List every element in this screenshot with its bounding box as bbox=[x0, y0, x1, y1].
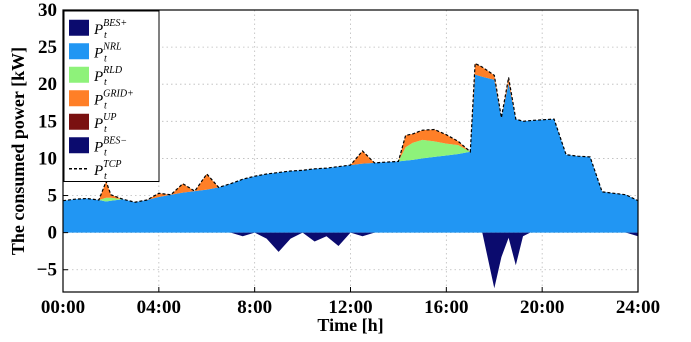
legend-sub-5: t bbox=[104, 147, 107, 158]
legend-sub-0: t bbox=[104, 30, 107, 41]
x-tick-label-6: 24:00 bbox=[616, 297, 660, 318]
legend-sub-3: t bbox=[104, 100, 107, 111]
legend-label-2: PRLD bbox=[93, 65, 123, 85]
legend-sub-6: t bbox=[104, 171, 107, 182]
legend-label-1: PNRL bbox=[93, 41, 122, 61]
legend-swatch-4 bbox=[69, 113, 89, 130]
legend-sub-4: t bbox=[104, 124, 107, 135]
area-series-5 bbox=[63, 232, 638, 289]
legend-sub-2: t bbox=[104, 77, 107, 88]
legend-swatch-5 bbox=[69, 137, 89, 154]
legend-label-4: PUP bbox=[93, 112, 117, 132]
legend-sub-1: t bbox=[104, 53, 107, 64]
legend-swatch-2 bbox=[69, 66, 89, 83]
area-series-1 bbox=[63, 74, 638, 233]
legend-swatch-1 bbox=[69, 43, 89, 60]
x-tick-label-5: 20:00 bbox=[520, 297, 564, 318]
x-tick-label-4: 16:00 bbox=[424, 297, 468, 318]
x-axis-ticks: 00:00 04:00 8:00 12:00 16:00 20:00 24:00 bbox=[41, 287, 660, 318]
legend-swatch-3 bbox=[69, 90, 89, 107]
x-tick-label-2: 8:00 bbox=[237, 297, 272, 318]
legend-label-6: PTCP bbox=[93, 159, 122, 179]
y-axis-ticks: −5 0 5 10 15 20 25 30 bbox=[37, 0, 68, 281]
legend-label-3: PGRID+ bbox=[93, 88, 134, 108]
area-series bbox=[63, 63, 638, 289]
x-tick-label-3: 12:00 bbox=[328, 297, 372, 318]
legend-label-5: PBES− bbox=[93, 135, 127, 155]
y-tick-label-3: 10 bbox=[38, 148, 57, 169]
y-axis-title: The consumed power [kW] bbox=[8, 47, 28, 255]
y-tick-label-4: 15 bbox=[38, 111, 57, 132]
x-tick-label-1: 04:00 bbox=[137, 297, 181, 318]
y-tick-label-5: 20 bbox=[38, 74, 57, 95]
x-axis-title: Time [h] bbox=[317, 315, 383, 335]
legend-label-0: PBES+ bbox=[93, 18, 127, 38]
x-tick-label-0: 00:00 bbox=[41, 297, 85, 318]
legend-swatch-0 bbox=[69, 19, 89, 36]
y-tick-label-7: 30 bbox=[38, 0, 57, 21]
y-tick-label-2: 5 bbox=[48, 186, 58, 207]
y-tick-label-6: 25 bbox=[38, 37, 57, 58]
y-tick-label-0: −5 bbox=[37, 260, 57, 281]
y-tick-label-1: 0 bbox=[48, 223, 58, 244]
